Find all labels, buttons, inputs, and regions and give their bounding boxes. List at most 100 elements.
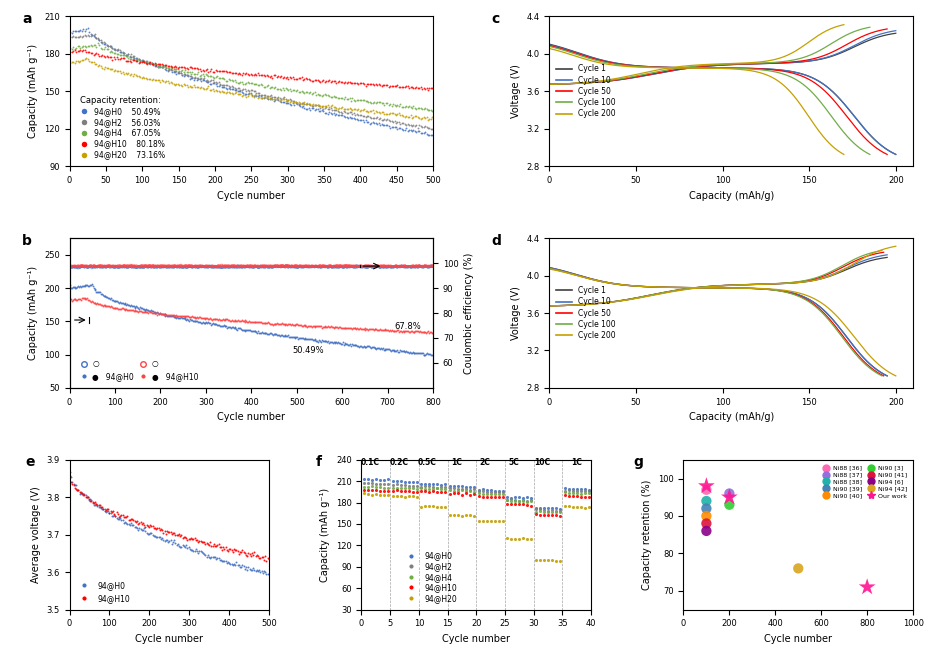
Point xyxy=(309,103,324,114)
Point xyxy=(86,283,101,294)
Point xyxy=(232,261,247,272)
Point xyxy=(123,260,138,270)
Point xyxy=(169,61,184,72)
Point xyxy=(537,502,552,513)
Point xyxy=(288,320,303,330)
Point xyxy=(562,491,577,501)
Point xyxy=(225,262,240,272)
Point xyxy=(246,86,260,97)
Point xyxy=(578,484,592,495)
Point xyxy=(194,313,209,324)
Point xyxy=(247,262,261,272)
Point xyxy=(223,262,238,272)
Point xyxy=(172,531,187,542)
Point xyxy=(210,261,224,272)
Point xyxy=(317,261,332,272)
Point xyxy=(298,333,312,344)
Point xyxy=(270,318,285,328)
Point xyxy=(179,314,194,325)
Point xyxy=(154,534,169,544)
Point xyxy=(322,75,337,86)
Point xyxy=(161,310,176,320)
Point xyxy=(255,260,270,271)
Point xyxy=(394,261,409,272)
Point xyxy=(75,262,90,272)
Point xyxy=(202,78,217,89)
Point xyxy=(395,346,410,357)
Point xyxy=(71,262,86,272)
Y-axis label: Capacity (mAh g⁻¹): Capacity (mAh g⁻¹) xyxy=(29,44,38,138)
Point xyxy=(87,49,102,60)
Point xyxy=(91,261,106,272)
Point xyxy=(102,293,117,304)
Point xyxy=(401,82,416,93)
Point xyxy=(297,262,311,272)
Point xyxy=(463,510,477,521)
Point xyxy=(562,488,577,498)
Point xyxy=(306,261,321,272)
Point xyxy=(249,564,264,575)
Point xyxy=(271,71,286,82)
Point xyxy=(138,58,153,69)
Point xyxy=(309,261,324,272)
Point xyxy=(221,556,235,567)
Point xyxy=(386,326,400,336)
Point xyxy=(357,111,372,121)
Point xyxy=(260,261,275,272)
Point xyxy=(372,325,387,335)
Point xyxy=(212,542,227,552)
Point xyxy=(385,482,400,493)
Point xyxy=(210,65,224,76)
Point xyxy=(375,80,390,90)
Point xyxy=(121,49,136,59)
Point xyxy=(226,262,241,272)
Point xyxy=(270,72,285,82)
Point xyxy=(63,26,78,37)
Point xyxy=(253,79,268,90)
Point xyxy=(147,262,162,272)
Point xyxy=(258,92,273,102)
Point xyxy=(89,499,104,509)
Point xyxy=(488,488,502,499)
Point xyxy=(360,117,375,127)
Point xyxy=(260,81,274,92)
Point xyxy=(222,82,236,93)
Point xyxy=(95,63,109,73)
Point xyxy=(204,64,219,74)
Point xyxy=(256,261,271,272)
Point xyxy=(290,262,305,273)
Point xyxy=(240,325,255,335)
Point xyxy=(362,261,377,272)
Point xyxy=(265,330,280,340)
Point xyxy=(240,565,255,575)
Point xyxy=(398,112,413,123)
Point xyxy=(117,299,132,309)
Point xyxy=(230,546,245,556)
Point xyxy=(249,262,264,272)
Point xyxy=(314,101,329,111)
Point xyxy=(425,112,439,123)
Point xyxy=(222,74,237,85)
Point xyxy=(224,559,239,569)
Point xyxy=(235,262,249,273)
Point xyxy=(104,46,119,57)
Point xyxy=(235,262,250,272)
Point xyxy=(86,50,101,61)
Point xyxy=(103,508,118,519)
Point xyxy=(241,261,256,272)
Point xyxy=(354,115,369,125)
Point xyxy=(364,490,379,500)
Point xyxy=(302,261,317,272)
Point xyxy=(240,69,255,79)
Point xyxy=(210,77,224,88)
Point xyxy=(65,262,80,272)
Point xyxy=(254,552,269,562)
Point xyxy=(63,58,78,69)
Point xyxy=(188,543,203,554)
Point xyxy=(380,490,395,501)
Point xyxy=(90,298,105,308)
Point xyxy=(378,345,393,355)
Point xyxy=(324,260,338,271)
Point xyxy=(416,326,431,337)
Point xyxy=(268,260,283,271)
